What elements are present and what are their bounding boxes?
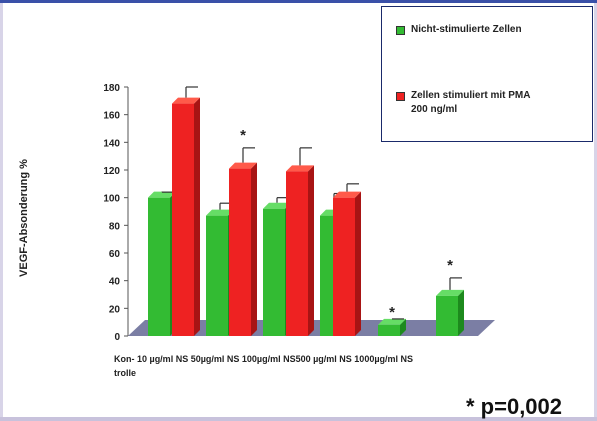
red-bar-side-1 [251, 162, 257, 336]
y-axis-label: VEGF-Absonderung % [18, 159, 30, 277]
legend: Nicht-stimulierte Zellen Zellen stimulie… [381, 6, 593, 142]
green-bar-side-5 [458, 289, 464, 336]
green-bar-front-1 [206, 215, 228, 336]
red-bar-front-3 [333, 197, 355, 336]
red-bar-2 [286, 147, 314, 336]
legend-label-unstimulated: Nicht-stimulierte Zellen [411, 24, 522, 35]
category-labels: Kon- 10 µg/ml NS 50µg/ml NS 100µg/ml NS5… [114, 352, 413, 380]
bars-group: * * * [148, 86, 464, 336]
legend-item-unstimulated: Nicht-stimulierte Zellen [396, 23, 522, 37]
y-tick-label-180: 180 [103, 83, 120, 94]
red-bar-top-2 [286, 165, 314, 172]
red-bar-side-2 [308, 165, 314, 336]
category-labels-line1: Kon- 10 µg/ml NS 50µg/ml NS 100µg/ml NS5… [114, 354, 414, 364]
red-significance-star-1: * [240, 127, 246, 144]
green-bar-front-5 [436, 295, 458, 336]
y-axis: 0 20 40 60 80 100 120 140 160 180 [103, 83, 129, 343]
red-bar-top-0 [172, 97, 200, 104]
green-bar-0 [148, 191, 176, 336]
red-bar-side-0 [194, 97, 200, 336]
green-bar-front-2 [263, 208, 285, 336]
green-significance-star-4: * [389, 304, 395, 321]
red-bar-top-3 [333, 191, 361, 198]
y-tick-label-100: 100 [103, 194, 120, 205]
green-bar-front-0 [148, 197, 170, 336]
green-significance-star-5: * [447, 257, 453, 274]
green-bar-side-4 [400, 318, 406, 336]
y-tick-label-120: 120 [103, 166, 120, 177]
red-bar-front-1 [229, 168, 251, 336]
green-bar-4: * [378, 304, 406, 336]
green-bar-top-5 [436, 289, 464, 296]
red-bar-front-0 [172, 103, 194, 336]
legend-swatch-green [396, 26, 405, 35]
red-bar-0 [172, 86, 200, 336]
green-bar-top-0 [148, 191, 176, 198]
red-bar-3 [333, 183, 361, 336]
red-bar-top-1 [229, 162, 257, 169]
green-bar-top-2 [263, 202, 291, 209]
legend-item-pma: Zellen stimuliert mit PMA 200 ng/ml [396, 89, 530, 117]
top-stripe [0, 0, 597, 3]
green-bar-top-1 [206, 209, 234, 216]
red-bar-side-3 [355, 191, 361, 336]
legend-swatch-red [396, 92, 405, 101]
y-tick-label-40: 40 [109, 277, 121, 288]
y-tick-label-160: 160 [103, 111, 120, 122]
y-tick-label-20: 20 [109, 304, 121, 315]
red-bar-1: * [229, 127, 257, 336]
y-tick-label-140: 140 [103, 138, 120, 149]
bottom-stripe [0, 417, 597, 421]
y-tick-label-0: 0 [114, 332, 120, 343]
green-bar-5: * [436, 257, 464, 336]
significance-note: * p=0,002 [466, 394, 563, 419]
green-bar-front-4 [378, 324, 400, 336]
legend-label-pma: Zellen stimuliert mit PMA 200 ng/ml [411, 90, 531, 115]
category-labels-line2: trolle [114, 368, 137, 378]
red-bar-front-2 [286, 171, 308, 336]
y-tick-label-80: 80 [109, 221, 121, 232]
green-bar-top-4 [378, 318, 406, 325]
y-tick-label-60: 60 [109, 249, 121, 260]
